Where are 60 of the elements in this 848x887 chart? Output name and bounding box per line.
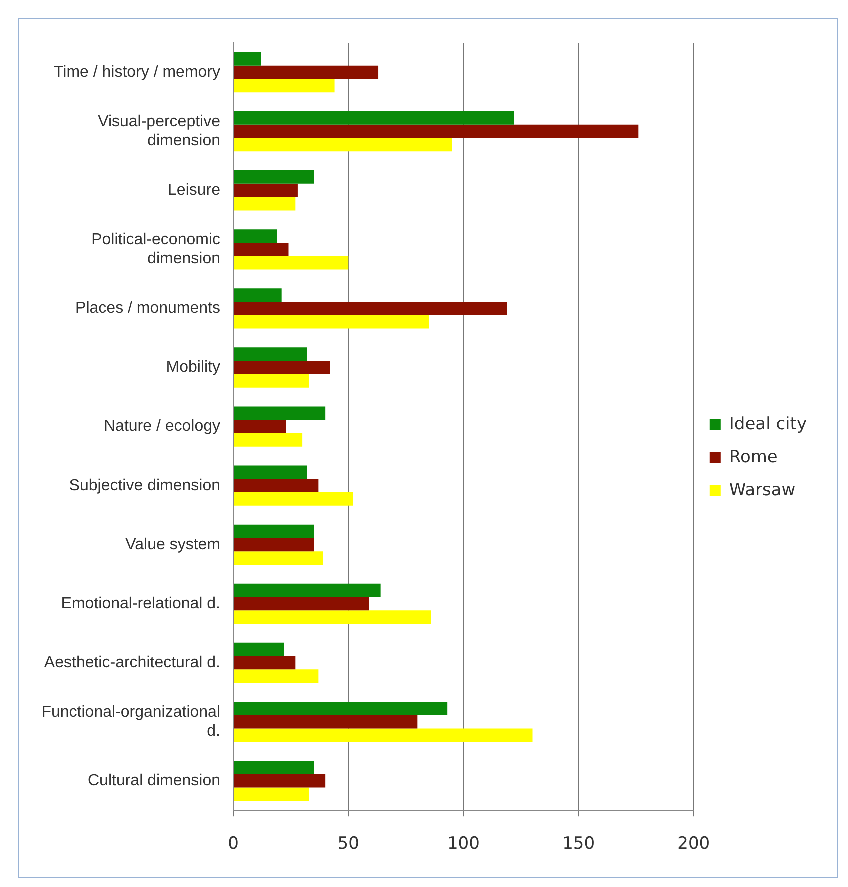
bar (234, 256, 349, 270)
bar (234, 774, 326, 788)
bar (234, 230, 278, 243)
bar (234, 597, 370, 611)
bar (234, 184, 298, 198)
bar (234, 374, 310, 388)
bar (234, 715, 418, 729)
x-tick-label: 100 (447, 834, 480, 854)
bar (234, 538, 314, 552)
bar (234, 242, 289, 256)
x-tick-label: 0 (228, 834, 239, 854)
x-tick-label: 50 (338, 834, 360, 854)
bar (234, 406, 326, 420)
y-tick-label: Places / monuments (76, 300, 220, 318)
y-tick-label: Visual-perceptive dimension (98, 113, 221, 150)
x-tick-label: 150 (562, 834, 596, 854)
y-tick-label: Subjective dimension (69, 477, 220, 494)
bar (234, 610, 432, 624)
bar (234, 492, 354, 506)
y-tick-label: Aesthetic-architectural d. (44, 654, 220, 672)
bar (234, 433, 303, 447)
x-tick-label: 200 (678, 834, 710, 854)
bar (234, 66, 379, 80)
legend-label: Ideal city (729, 414, 808, 434)
bar (234, 656, 296, 670)
bar (234, 52, 262, 66)
bar (234, 170, 314, 184)
y-tick-label: Nature / ecology (104, 418, 220, 436)
bar (234, 302, 508, 316)
bar (234, 466, 308, 480)
bar (234, 584, 381, 598)
y-tick-label: Functional-organizational d. (42, 704, 220, 740)
bar (234, 315, 430, 329)
bar (234, 361, 330, 374)
y-tick-label: Emotional-relational d. (61, 595, 220, 612)
y-tick-label: Political-economic dimension (92, 231, 220, 268)
bar (234, 348, 308, 362)
bar (234, 420, 286, 434)
bar (234, 111, 514, 125)
bar (234, 761, 314, 774)
bar (234, 288, 282, 302)
legend-label: Warsaw (729, 480, 796, 500)
bar (234, 728, 533, 742)
bar (234, 197, 296, 211)
y-tick-label: Mobility (166, 359, 220, 376)
y-tick-label: Leisure (168, 182, 221, 200)
bar (234, 79, 335, 93)
bar (234, 124, 639, 138)
bar (234, 552, 324, 565)
bar (234, 702, 448, 716)
y-tick-label: Cultural dimension (88, 772, 220, 790)
y-tick-label: Time / history / memory (54, 64, 220, 81)
bar (234, 788, 310, 802)
bar (234, 670, 319, 684)
y-tick-label: Value system (126, 536, 220, 554)
bar (234, 138, 452, 152)
bar (234, 642, 284, 656)
bar (234, 524, 314, 538)
bar (234, 479, 319, 493)
legend-label: Rome (729, 447, 778, 468)
